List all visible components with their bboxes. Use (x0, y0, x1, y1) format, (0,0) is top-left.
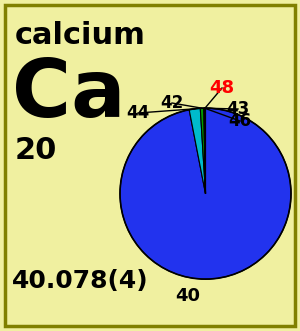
Text: calcium: calcium (15, 21, 146, 50)
Text: 20: 20 (15, 136, 57, 165)
Text: 43: 43 (226, 100, 250, 118)
Wedge shape (189, 108, 206, 194)
Wedge shape (200, 108, 206, 194)
Text: 40.078(4): 40.078(4) (12, 269, 148, 293)
Text: 44: 44 (126, 104, 150, 122)
Wedge shape (205, 108, 206, 194)
Wedge shape (205, 108, 206, 194)
Text: 48: 48 (209, 79, 235, 97)
Text: 40: 40 (175, 287, 200, 305)
Wedge shape (204, 108, 206, 194)
Text: 42: 42 (160, 94, 184, 112)
Text: Ca: Ca (12, 56, 126, 134)
Wedge shape (120, 108, 291, 279)
Text: 46: 46 (228, 112, 252, 130)
